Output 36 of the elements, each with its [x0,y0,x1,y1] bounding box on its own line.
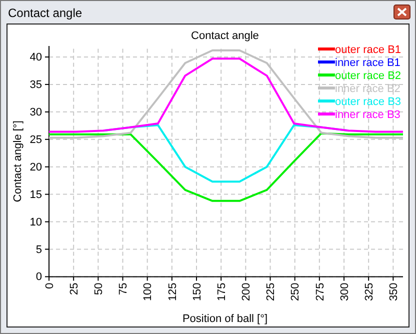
legend-label: outer race B1 [335,44,402,56]
x-tick-label: 125 [166,282,179,302]
x-tick-label: 0 [44,282,56,289]
x-tick-label: 200 [240,282,253,302]
legend-label: outer race B3 [335,96,402,108]
x-tick-label: 150 [191,282,204,302]
y-tick-label: 20 [30,161,42,174]
x-tick-label: 275 [314,282,326,302]
legend-label: inner race B1 [335,57,400,69]
y-tick-label: 35 [30,78,42,91]
y-tick-label: 5 [36,244,42,256]
legend-label: inner race B2 [335,83,400,95]
x-tick-label: 225 [265,282,278,302]
y-tick-label: 30 [30,106,42,118]
x-tick-label: 100 [142,282,154,302]
x-tick-label: 250 [290,282,302,302]
x-axis-title: Position of ball [°] [182,313,268,325]
y-axis-title: Contact angle [°] [12,120,24,202]
y-tick-label: 40 [30,52,42,64]
x-tick-label: 300 [338,282,351,302]
x-tick-label: 50 [93,282,106,295]
line-series [48,58,404,133]
y-tick-label: 25 [30,134,42,146]
x-tick-label: 75 [118,282,130,295]
chart-title: Contact angle [191,30,259,42]
y-tick-label: 0 [36,271,42,284]
legend-label: outer race B2 [335,70,402,82]
x-tick-label: 350 [388,282,400,302]
y-tick-label: 15 [30,188,42,201]
text: Contact angle [8,6,82,20]
y-tick-label: 10 [30,216,42,228]
x-tick-label: 325 [363,282,376,302]
legend-label: inner race B3 [335,109,400,121]
x-tick-label: 175 [216,282,228,302]
x-tick-label: 25 [68,282,80,295]
line-series [48,132,404,202]
